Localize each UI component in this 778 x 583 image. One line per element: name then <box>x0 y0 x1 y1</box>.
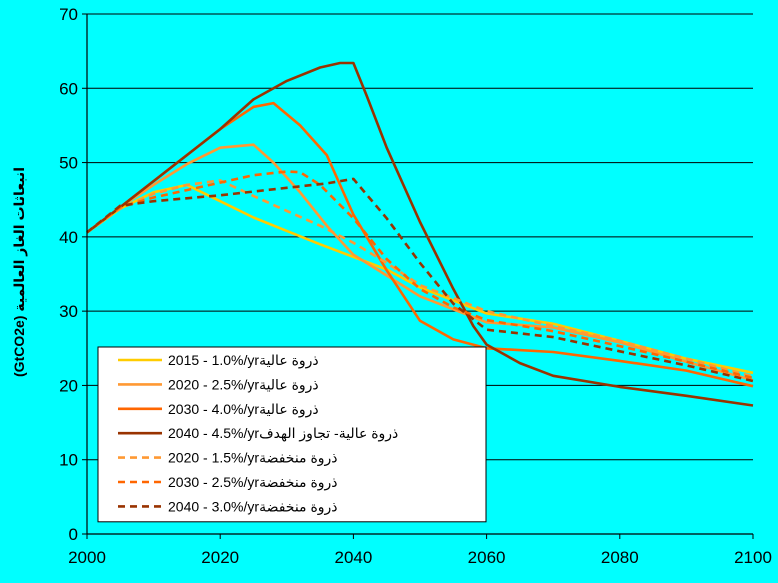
x-tick-label: 2080 <box>601 548 639 567</box>
y-tick-label: 50 <box>59 154 78 173</box>
y-tick-label: 30 <box>59 302 78 321</box>
y-tick-label: 0 <box>69 525 78 544</box>
legend-label: 2040 - 4.5%/yrذروة عالية- تجاوز الهدف <box>168 425 398 442</box>
series-line-3 <box>87 103 753 386</box>
y-tick-label: 20 <box>59 376 78 395</box>
legend-label: 2030 - 2.5%/yrذروة منخفضة <box>168 474 338 491</box>
legend-label: 2020 - 2.5%/yrذروة عالية <box>168 376 319 393</box>
legend-label: 2015 - 1.0%/yrذروة عالية <box>168 352 319 369</box>
legend: 2015 - 1.0%/yrذروة عالية 2020 - 2.5%/yrذر… <box>98 347 486 522</box>
series-line-1 <box>87 185 753 373</box>
y-tick-label: 60 <box>59 79 78 98</box>
y-tick-label: 70 <box>59 5 78 24</box>
x-tick-label: 2060 <box>468 548 506 567</box>
y-tick-label: 40 <box>59 228 78 247</box>
y-axis-label: (GtCO2e) انبعاثات الغاز العالمية <box>11 167 27 377</box>
x-tick-label: 2000 <box>68 548 106 567</box>
x-tick-label: 2100 <box>734 548 772 567</box>
legend-label: 2040 - 3.0%/yrذروة منخفضة <box>168 498 338 515</box>
x-tick-label: 2040 <box>334 548 372 567</box>
legend-label: 2020 - 1.5%/yrذروة منخفضة <box>168 450 338 467</box>
x-tick-label: 2020 <box>201 548 239 567</box>
legend-label: 2030 - 4.0%/yrذروة عالية <box>168 401 319 418</box>
y-tick-label: 10 <box>59 451 78 470</box>
